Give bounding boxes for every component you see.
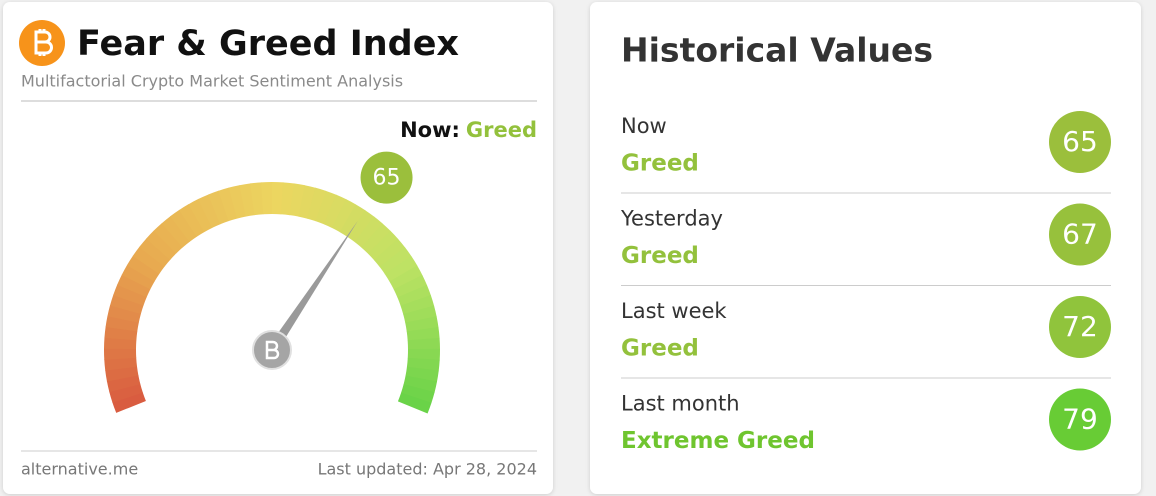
- gauge-arc: [367, 230, 399, 261]
- gauge-arc: [228, 185, 247, 219]
- value-label: 65: [373, 166, 401, 191]
- gauge-arc: [403, 305, 437, 324]
- gauge-arc: [331, 199, 357, 233]
- gauge-arc: [218, 187, 238, 222]
- value-badge: [1049, 203, 1111, 266]
- gauge-needle: [267, 220, 358, 353]
- gauge-arc: [397, 392, 432, 414]
- classification: Greed: [621, 243, 699, 269]
- now-label: Now:: [400, 118, 460, 142]
- value: 72: [1062, 310, 1098, 343]
- gauge-arc: [403, 375, 438, 393]
- source: alternative.me: [21, 460, 138, 479]
- gauge-arc: [280, 182, 295, 216]
- gauge-arc: [400, 295, 435, 315]
- gauge-arc: [406, 327, 440, 341]
- gauge-arc: [146, 230, 177, 261]
- gauge-arc: [298, 185, 316, 219]
- gauge-arc: [106, 374, 141, 393]
- gauge-arc: [105, 315, 139, 332]
- gauge-arc: [107, 305, 141, 323]
- period: Last week: [621, 299, 727, 323]
- gauge: 65: [104, 151, 440, 414]
- value-badge: [1049, 296, 1111, 358]
- classification: Extreme Greed: [621, 428, 815, 454]
- gauge-arc: [306, 187, 327, 222]
- gauge-arc: [250, 182, 264, 216]
- gauge-arc: [104, 326, 138, 341]
- gauge-arc: [207, 190, 230, 225]
- now-classification: Greed: [466, 118, 537, 142]
- gauge-arc: [239, 183, 255, 217]
- gauge-arc: [315, 190, 337, 225]
- gauge-arc: [354, 216, 383, 248]
- gauge-arc: [347, 210, 375, 243]
- gauge-arc: [109, 383, 143, 403]
- history-title: Historical Values: [621, 31, 933, 70]
- subtitle: Multifactorial Crypto Market Sentiment A…: [21, 72, 403, 91]
- gauge-arc: [126, 255, 160, 282]
- history-list: Now Greed 65 Yesterday Greed 67 Last week Greed…: [620, 111, 1111, 454]
- updated: Last updated: Apr 28, 2024: [318, 460, 537, 479]
- gauge-arc: [339, 204, 366, 238]
- gauge-arc: [397, 284, 431, 307]
- value-bubble: [360, 151, 413, 204]
- gauge-arc: [323, 194, 347, 229]
- gauge-arc: [121, 264, 155, 290]
- gauge-arc: [188, 198, 213, 233]
- period: Last month: [621, 392, 740, 416]
- gauge-arc: [161, 216, 190, 248]
- period: Yesterday: [620, 207, 723, 231]
- gauge-arc: [405, 316, 439, 332]
- hub-icon: [265, 340, 280, 360]
- history-card: [590, 2, 1141, 494]
- gauge-arc: [361, 223, 391, 254]
- gauge-arc: [379, 247, 412, 275]
- classification: Greed: [621, 151, 699, 177]
- now-status: Now: Greed: [400, 118, 537, 142]
- value: 67: [1062, 218, 1098, 251]
- classification: Greed: [621, 336, 699, 362]
- gauge-arc: [117, 274, 151, 298]
- title: Fear & Greed Index: [77, 24, 459, 64]
- gauge-arc: [105, 366, 139, 382]
- gauge-arc: [179, 204, 205, 237]
- gauge-arc: [373, 238, 406, 268]
- value: 79: [1062, 403, 1098, 436]
- gauge-arc: [400, 384, 435, 404]
- value-badge: [1049, 111, 1111, 173]
- gauge-arc: [139, 238, 171, 267]
- gauge-arc: [289, 183, 306, 217]
- gauge-arc: [153, 222, 184, 254]
- bitcoin-logo: [19, 20, 65, 66]
- value: 65: [1062, 125, 1098, 158]
- gauge-arc: [113, 284, 147, 306]
- gauge-arc: [406, 357, 440, 372]
- period: Now: [621, 114, 667, 138]
- gauge-arc: [132, 246, 165, 275]
- gauge-arc: [112, 392, 146, 413]
- value-badge: [1049, 388, 1111, 451]
- gauge-arc: [405, 366, 439, 383]
- gauge-arc: [198, 194, 221, 228]
- gauge-arc: [109, 294, 144, 315]
- gauge-arc: [389, 265, 423, 290]
- gauge-arc: [170, 209, 198, 242]
- gauge-arc: [384, 256, 418, 282]
- gauge-arc: [393, 274, 428, 298]
- gauge-arc: [104, 357, 138, 371]
